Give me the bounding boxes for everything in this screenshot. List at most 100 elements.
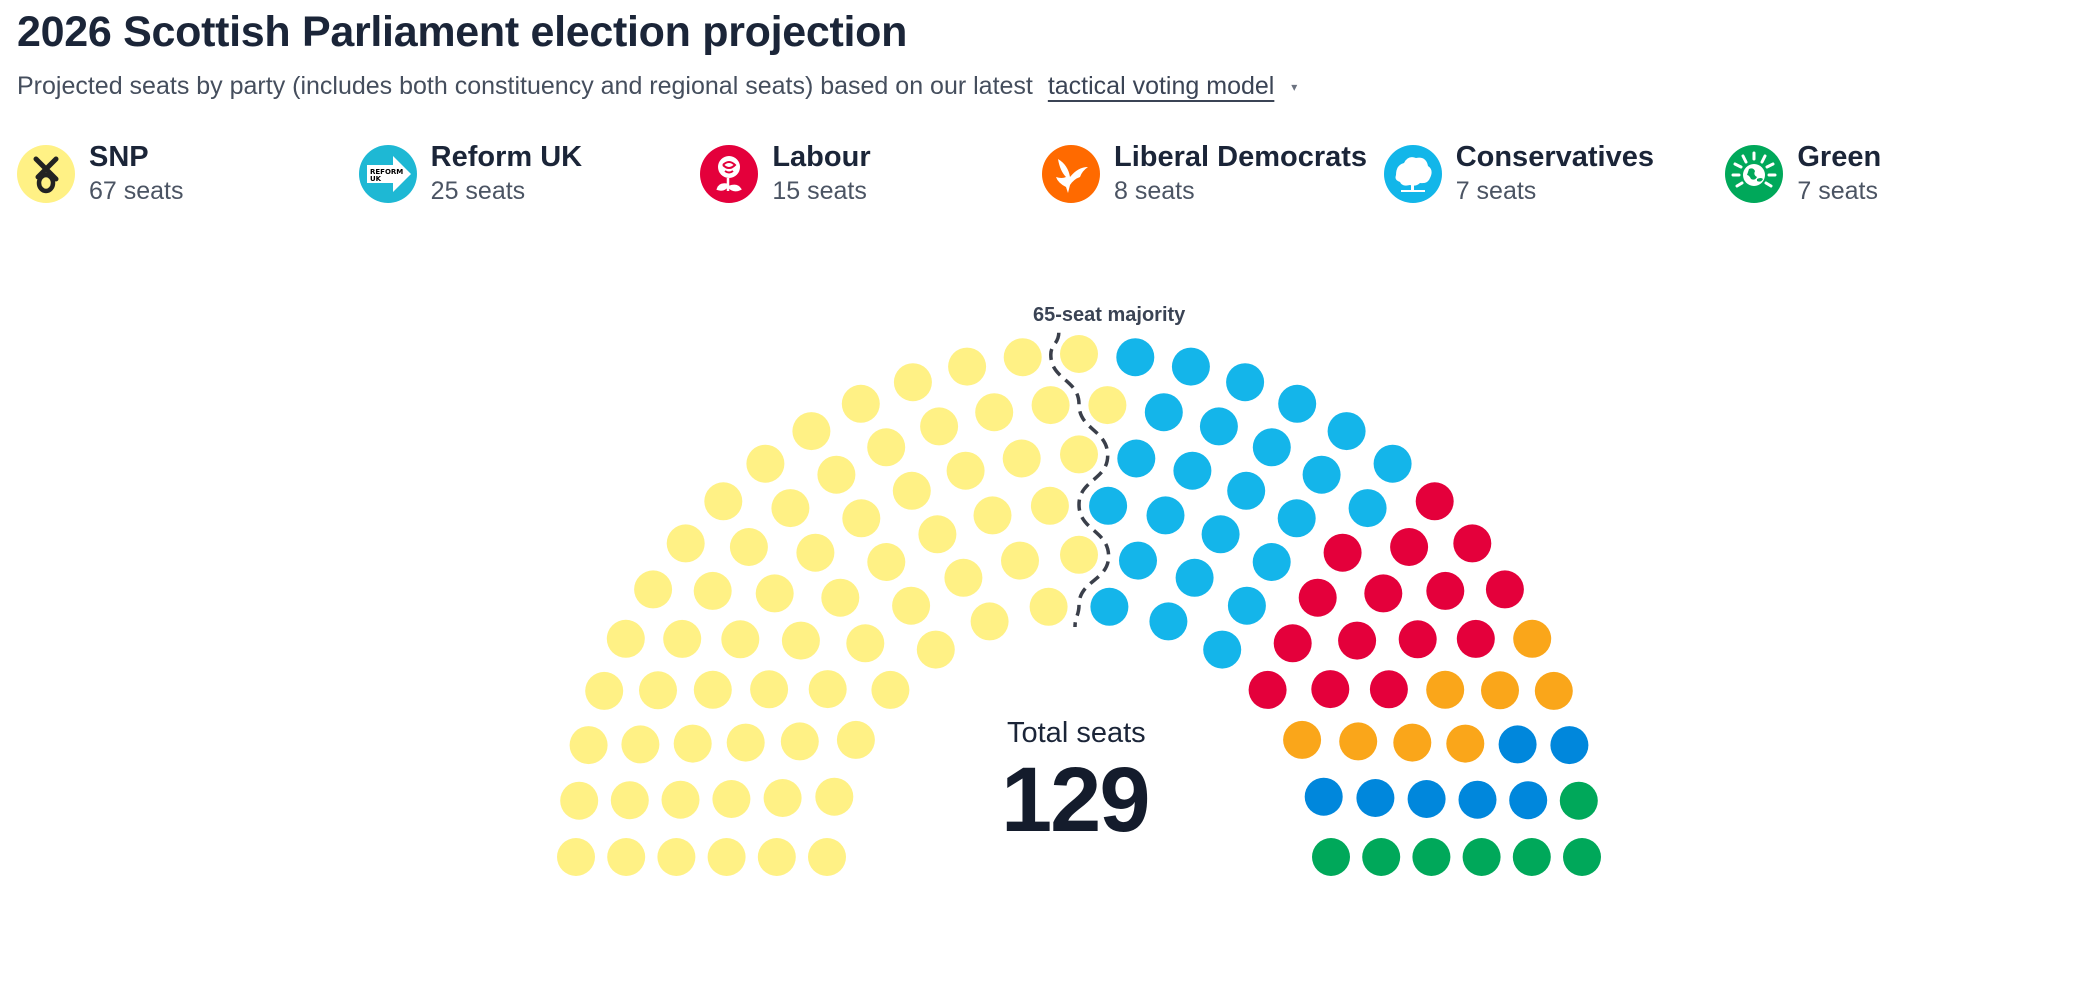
seat-dot — [693, 670, 732, 709]
seat-dot — [1030, 486, 1069, 525]
seat-dot — [846, 624, 885, 663]
legend-party-name: Green — [1797, 141, 1882, 173]
seat-dot — [1339, 722, 1378, 761]
party-legend: SNP 67 seats REFORM UK Reform UK 25 seat… — [17, 140, 2067, 208]
majority-line — [1049, 332, 1111, 628]
seat-dot — [1227, 471, 1266, 510]
seat-dot — [750, 670, 789, 709]
seat-dot — [663, 619, 702, 658]
legend-seat-count: 25 seats — [430, 177, 526, 205]
seat-dot — [755, 574, 794, 613]
seat-dot — [792, 412, 831, 451]
seat-dot — [1144, 393, 1183, 432]
seat-dot — [1117, 439, 1156, 478]
svg-text:UK: UK — [370, 175, 382, 183]
seat-dot — [892, 586, 931, 625]
seat-dot — [1311, 670, 1350, 709]
seat-dot — [1277, 499, 1316, 538]
seat-dot — [666, 524, 705, 563]
reform-uk-logo-icon: REFORM UK — [358, 145, 417, 203]
seat-dot — [1175, 558, 1214, 597]
seat-dot — [1089, 486, 1128, 525]
seat-dot — [1534, 671, 1573, 710]
legend-item-reform-uk: REFORM UK Reform UK 25 seats — [358, 140, 701, 208]
seat-dot — [1001, 541, 1039, 580]
seat-dot — [1273, 624, 1312, 663]
seat-dot — [1060, 435, 1098, 474]
seat-dot — [1252, 543, 1291, 581]
seat-dot — [1513, 619, 1552, 658]
total-seats-value: 129 — [1001, 749, 1150, 851]
seat-dot — [1415, 482, 1454, 521]
seat-dot — [808, 838, 846, 876]
legend-seat-count: 7 seats — [1797, 177, 1878, 205]
seat-dot — [1149, 602, 1188, 641]
legend-party-name: Labour — [772, 141, 871, 173]
seat-dot — [815, 777, 854, 816]
seat-dot — [892, 471, 931, 510]
seat-dot — [1498, 725, 1537, 764]
seat-dot — [585, 671, 624, 710]
seat-dots — [557, 335, 1601, 876]
legend-party-name: Reform UK — [430, 141, 583, 173]
seat-dot — [836, 720, 875, 759]
seat-dot — [1029, 587, 1068, 626]
seat-dot — [1203, 630, 1242, 669]
seat-dot — [1060, 535, 1098, 574]
seat-dot — [610, 781, 649, 820]
seat-dot — [1248, 670, 1287, 709]
seat-dot — [1453, 524, 1492, 563]
seat-dot — [557, 838, 595, 876]
seat-dot — [1481, 671, 1519, 710]
seat-dot — [781, 621, 820, 660]
seat-dot — [1173, 451, 1212, 490]
seat-dot — [607, 838, 646, 876]
seat-dot — [893, 363, 932, 402]
seat-dot — [560, 781, 599, 820]
seat-dot — [780, 722, 819, 761]
seat-dot — [1002, 439, 1041, 478]
seat-dot — [871, 670, 910, 709]
seat-dot — [1252, 428, 1291, 467]
legend-seat-count: 15 seats — [772, 177, 867, 205]
seat-dot — [639, 671, 677, 710]
seat-dot — [1485, 570, 1524, 609]
seat-dot — [916, 630, 955, 669]
seat-dot — [721, 620, 760, 659]
labour-rose-icon — [700, 145, 759, 203]
seat-dot — [1116, 338, 1155, 377]
seat-dot — [1171, 347, 1210, 386]
seat-dot — [1393, 723, 1432, 762]
seat-dot — [763, 779, 802, 817]
majority-label: 65-seat majority — [1033, 304, 1186, 326]
legend-party-name: Conservatives — [1455, 141, 1654, 173]
subtitle: Projected seats by party (includes both … — [17, 72, 1297, 101]
seat-dot — [1509, 781, 1548, 820]
seat-dot — [1199, 407, 1238, 446]
seat-dot — [1412, 838, 1451, 876]
seat-dot — [1356, 779, 1395, 817]
dropdown-caret-icon[interactable]: ▾ — [1291, 80, 1298, 95]
seat-dot — [1090, 587, 1129, 626]
seat-dot — [1446, 724, 1485, 763]
seat-dot — [1119, 541, 1157, 580]
seat-dot — [867, 543, 906, 581]
seat-dot — [1278, 384, 1317, 423]
seat-dot — [821, 578, 860, 617]
seat-dot — [817, 455, 856, 494]
seat-dot — [1348, 489, 1387, 528]
tactical-voting-model-link[interactable]: tactical voting model — [1047, 72, 1275, 100]
seat-dot — [1462, 838, 1501, 876]
seat-dot — [707, 838, 746, 876]
seat-dot — [757, 838, 796, 876]
seat-dot — [771, 489, 810, 528]
svg-text:REFORM: REFORM — [370, 168, 403, 176]
seat-dot — [1201, 515, 1240, 554]
seat-dot — [920, 407, 959, 446]
legend-item-conservatives: Conservatives 7 seats — [1383, 140, 1726, 208]
conservative-tree-icon — [1383, 145, 1442, 203]
seat-dot — [606, 619, 645, 658]
seat-dot — [1390, 528, 1429, 566]
seat-dot — [1060, 335, 1098, 373]
seat-dot — [1407, 780, 1446, 818]
